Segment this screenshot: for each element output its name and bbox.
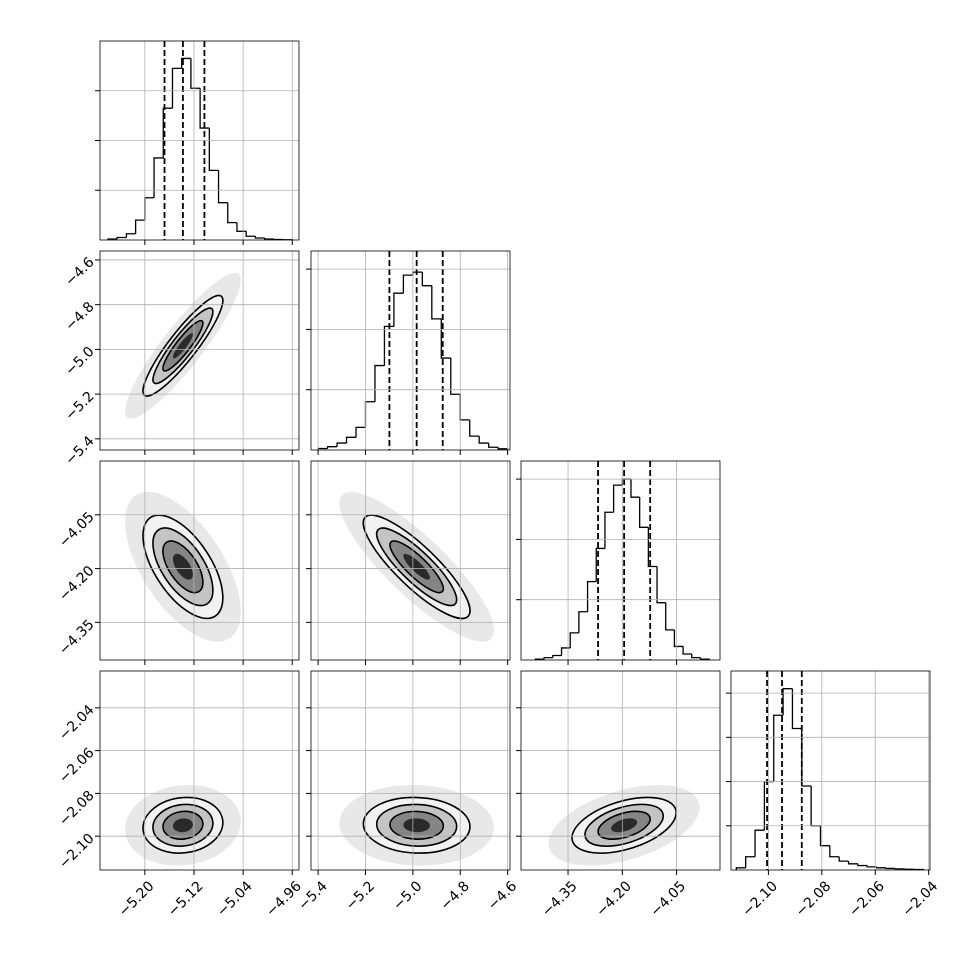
- histogram-bin: [562, 648, 571, 656]
- x-tick-label: −4.20: [593, 878, 635, 920]
- y-tick-label: −2.06: [56, 745, 98, 787]
- histogram-bin: [858, 864, 867, 866]
- histogram-bin: [265, 238, 274, 239]
- x-tick-label: −4.35: [539, 878, 581, 920]
- x-tick-label: −5.2: [343, 878, 378, 913]
- x-tick-label: −2.10: [739, 878, 781, 920]
- panel-frame: [521, 461, 720, 660]
- histogram-bin: [783, 689, 792, 716]
- x-tick-label: −4.6: [485, 878, 520, 913]
- histogram-bin: [489, 443, 498, 447]
- histogram-bin: [126, 234, 135, 238]
- x-tick-label: −2.06: [846, 878, 888, 920]
- histogram-bin: [246, 231, 255, 236]
- panel: −5.4 −5.2 −5.0 −4.8 −4.6: [62, 251, 299, 469]
- y-tick-label: −5.2: [62, 388, 97, 423]
- histogram-bin: [460, 394, 469, 420]
- histogram-bin: [692, 654, 701, 658]
- panel: −4.35 −4.20 −4.05: [56, 461, 299, 665]
- panel: [306, 251, 510, 455]
- histogram-bin: [209, 128, 218, 170]
- histogram-bin: [365, 402, 374, 428]
- histogram-bin: [191, 58, 200, 88]
- histogram-bin: [451, 358, 460, 394]
- panel-frame: [731, 671, 930, 870]
- y-tick-label: −4.35: [56, 617, 98, 659]
- x-tick-label: −2.04: [900, 878, 942, 920]
- panel: [306, 461, 512, 665]
- y-tick-label: −4.6: [62, 254, 97, 289]
- histogram-bin: [413, 272, 422, 275]
- x-tick-label: −5.12: [165, 878, 207, 920]
- x-tick-label: −5.0: [390, 878, 425, 913]
- x-tick-label: −5.20: [116, 878, 158, 920]
- histogram-bin: [666, 603, 675, 630]
- y-tick-label: −4.8: [62, 299, 97, 334]
- histogram-bin: [328, 447, 337, 449]
- histogram-bin: [470, 420, 479, 436]
- y-tick-label: −5.4: [62, 433, 97, 468]
- y-tick-label: −5.0: [62, 344, 97, 379]
- panel: −4.35 −4.20 −4.05: [516, 671, 720, 920]
- histogram-bin: [839, 857, 848, 861]
- panel: −5.4 −5.2 −5.0 −4.8 −4.6: [295, 671, 520, 914]
- histogram-bin: [375, 366, 384, 402]
- y-tick-label: −2.08: [56, 788, 98, 830]
- histogram-bin: [614, 485, 623, 512]
- y-tick-label: −2.10: [56, 831, 98, 873]
- histogram-bin: [570, 633, 579, 648]
- histogram-bin: [792, 689, 801, 729]
- histogram-bin: [228, 203, 237, 223]
- panel: [95, 41, 299, 245]
- histogram-bin: [219, 170, 228, 202]
- histogram-bin: [403, 275, 412, 293]
- panel: [516, 461, 720, 665]
- histogram-bin: [553, 655, 562, 657]
- histogram-bin: [764, 782, 773, 831]
- x-tick-label: −5.04: [214, 878, 256, 920]
- x-tick-label: −5.4: [295, 878, 330, 913]
- histogram-bin: [394, 293, 403, 326]
- panel-frame: [311, 251, 510, 450]
- histogram-bin: [145, 198, 154, 220]
- histogram-bin: [811, 786, 820, 826]
- histogram-bin: [255, 236, 264, 238]
- histogram-bin: [830, 846, 839, 857]
- histogram-bin: [337, 443, 346, 447]
- histogram-bin: [544, 658, 553, 660]
- histogram-bin: [356, 427, 365, 437]
- histogram-bin: [746, 857, 755, 868]
- panel: −5.20−5.12−5.04−4.96−2.10−2.08−2.06−2.04: [56, 671, 305, 920]
- x-tick-label: −4.8: [438, 878, 473, 913]
- histogram-bin: [755, 830, 764, 857]
- histogram-bin: [154, 158, 163, 198]
- histogram-bin: [886, 868, 895, 869]
- histogram-bin: [579, 612, 588, 633]
- histogram-bin: [117, 238, 126, 239]
- histogram-bin: [657, 567, 666, 603]
- y-tick-label: −4.05: [56, 509, 98, 551]
- histogram-bin: [683, 646, 692, 654]
- histogram-bin: [605, 512, 614, 548]
- y-tick-label: −2.04: [56, 702, 98, 744]
- histogram-bin: [479, 436, 488, 443]
- histogram-bin: [674, 630, 683, 647]
- y-tick-label: −4.20: [56, 563, 98, 605]
- histogram-bin: [347, 437, 356, 443]
- histogram-bin: [172, 68, 181, 108]
- panel: −2.10 −2.08 −2.06 −2.04: [726, 671, 941, 920]
- histogram-bin: [877, 867, 886, 868]
- x-tick-label: −2.08: [793, 878, 835, 920]
- histogram-bin: [640, 497, 649, 527]
- histogram-bin: [498, 447, 507, 450]
- histogram-bin: [588, 582, 597, 612]
- histogram-bin: [422, 272, 431, 286]
- x-tick-label: −4.05: [648, 878, 690, 920]
- histogram-bin: [136, 220, 145, 234]
- histogram-bin: [631, 479, 640, 497]
- histogram-bin: [849, 861, 858, 864]
- histogram-bin: [237, 223, 246, 232]
- histogram-bin: [432, 286, 441, 319]
